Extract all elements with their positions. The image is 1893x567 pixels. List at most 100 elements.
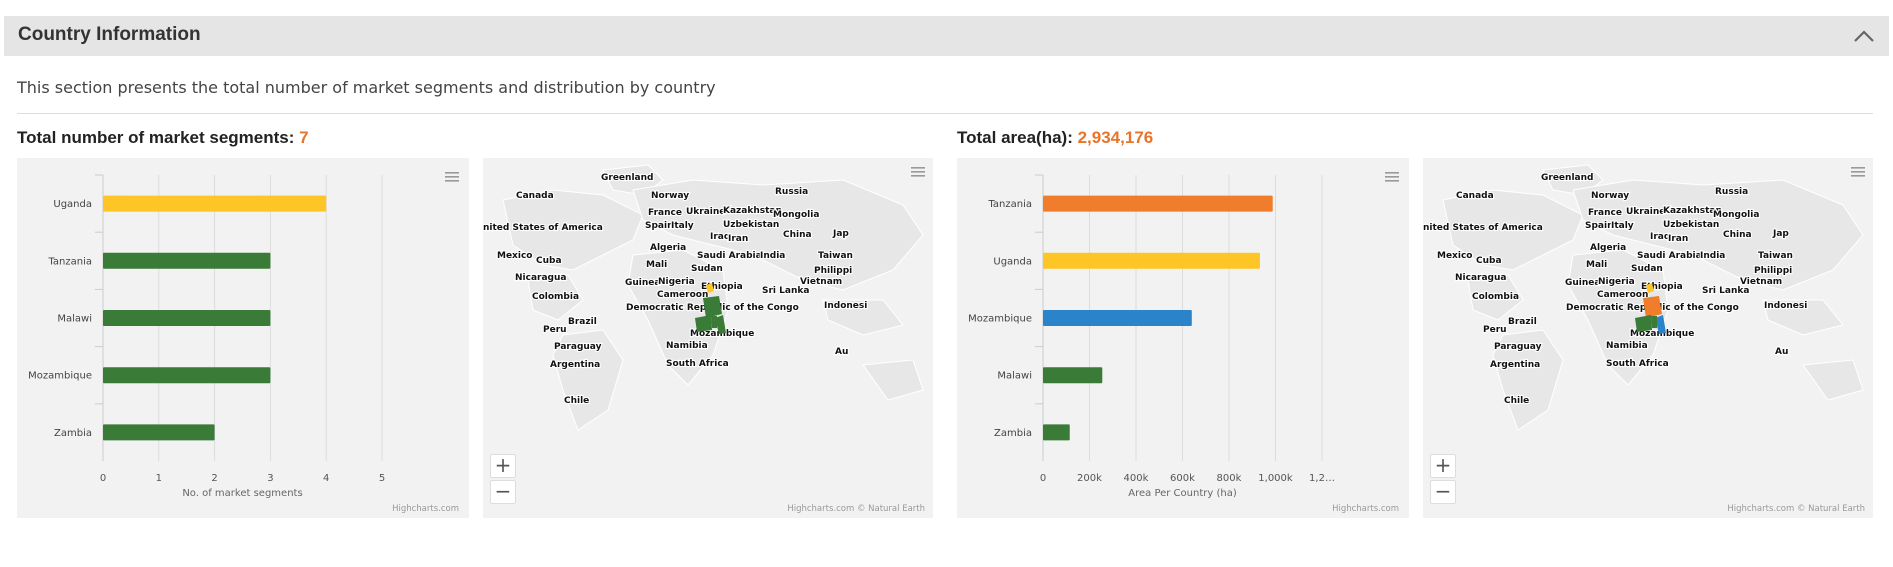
x-tick-label: 1,000k [1258,473,1293,484]
category-label: Mozambique [28,371,92,382]
landmass [1572,179,1864,291]
map-credit[interactable]: Highcharts.com © Natural Earth [787,504,925,514]
map-label: India [1700,251,1725,261]
map-label: Vietnam [1740,277,1782,287]
zoom-out-button[interactable]: − [1430,480,1456,504]
map-layer: Greenland Canada Norway Russia France Ukraine… [483,164,924,431]
map-label: Vietnam [800,277,842,287]
map-label: Nicaragua [515,273,566,283]
map-label: Indonesi [1764,301,1807,311]
map-label: Algeria [650,243,686,253]
map-label: Nigeria [658,277,695,287]
country-tanzania [703,296,722,318]
map-label: Paraguay [554,342,602,352]
category-label: Tanzania [987,199,1032,210]
landmass [1492,329,1564,431]
world-map[interactable]: Greenland Canada Norway Russia France Ukraine… [1423,158,1873,518]
bar-zambia [103,424,215,441]
highlighted-countries [695,283,726,334]
map-label: Ukraine [1626,207,1665,217]
bar-malawi [103,310,271,326]
segments-bar-chart: 0 1 2 3 4 5 Uganda Tanzania Malawi Mozambique Zamb… [28,174,385,499]
country-mozambique [715,315,726,334]
map-label: Argentina [1490,360,1540,370]
map-label: Mexico [1437,251,1472,261]
landmass [627,249,729,386]
map-label: Norway [1591,191,1629,201]
bar-uganda [103,195,327,212]
zoom-out-button[interactable]: − [490,480,516,504]
map-label: Sudan [691,264,723,274]
x-tick-label: 5 [379,473,385,484]
map-label: nited States of America [1423,223,1543,233]
map-label: nited States of America [483,223,603,233]
segments-map-panel[interactable]: Greenland Canada Norway Russia France Ukraine… [483,158,933,518]
map-label: Cuba [536,256,562,266]
bar-mozambique [1043,310,1192,326]
landmass [862,359,924,401]
country-uganda [706,283,714,293]
chart-menu-icon[interactable] [445,171,459,183]
country-mozambique [1655,315,1666,334]
chevron-up-icon[interactable] [1853,27,1875,45]
segments-chart-panel: 0 1 2 3 4 5 Uganda Tanzania Malawi Mozambique Zamb… [17,158,469,518]
map-label: Jap [832,229,849,239]
world-map[interactable]: Greenland Canada Norway Russia France Ukraine… [483,158,933,518]
section-header[interactable]: Country Information [4,16,1889,56]
map-menu-icon[interactable] [1851,166,1865,178]
x-tick-label: 4 [323,473,329,484]
map-label: Chile [564,396,589,406]
map-label: Algeria [1590,243,1626,253]
map-label: Mongolia [1713,210,1759,220]
map-label: Argentina [550,360,600,370]
map-label: Sri Lanka [762,286,809,296]
map-label: Kazakhstan [723,206,782,216]
category-label: Zambia [994,428,1032,439]
map-label: Sudan [1631,264,1663,274]
x-tick-label: 0 [1040,473,1046,484]
map-label: Mozambique [1630,329,1694,339]
x-tick-label: 0 [100,473,106,484]
map-label: Taiwan [1758,251,1793,261]
highcharts-credit[interactable]: Highcharts.com [392,504,459,514]
map-label: Chile [1504,396,1529,406]
map-label: China [783,230,812,240]
map-label: China [1723,230,1752,240]
country-uganda [1646,283,1654,293]
map-label: Au [835,347,848,357]
bar-tanzania [1043,195,1273,212]
map-label: Greenland [1541,173,1593,183]
map-layer: Greenland Canada Norway Russia France Ukraine… [1423,164,1864,431]
map-label: Ukraine [686,207,725,217]
section-description: This section presents the total number o… [17,78,716,97]
map-label: Jap [1772,229,1789,239]
area-map-panel[interactable]: Greenland Canada Norway Russia France Ukraine… [1423,158,1873,518]
bar-malawi [1043,367,1103,384]
highcharts-credit[interactable]: Highcharts.com [1332,504,1399,514]
bar-tanzania [103,252,271,269]
map-label: South Africa [1606,359,1669,369]
map-label: Uzbekistan [723,220,779,230]
area-bar-chart: 0 200k 400k 600k 800k 1,000k 1,2… Tanzania Ugand… [968,174,1335,499]
map-label: Canada [516,191,554,201]
map-label: Italy [1611,221,1634,231]
map-label: Nicaragua [1455,273,1506,283]
kpi-segments-value: 7 [299,128,309,147]
country-tanzania [1643,296,1662,318]
map-label: Mali [1586,260,1607,270]
map-menu-icon[interactable] [911,166,925,178]
zoom-in-button[interactable]: + [1430,454,1456,478]
chart-menu-icon[interactable] [1385,171,1399,183]
category-label: Malawi [997,371,1032,382]
zoom-in-button[interactable]: + [490,454,516,478]
landmass [632,179,924,291]
map-label: Mozambique [690,329,754,339]
map-label: Brazil [568,317,597,327]
map-credit[interactable]: Highcharts.com © Natural Earth [1727,504,1865,514]
map-label: Greenland [601,173,653,183]
map-label: Uzbekistan [1663,220,1719,230]
map-label: Cuba [1476,256,1502,266]
country-zambia [695,315,712,332]
map-label: Kazakhstan [1663,206,1722,216]
kpi-total-segments: Total number of market segments: 7 [17,128,309,148]
